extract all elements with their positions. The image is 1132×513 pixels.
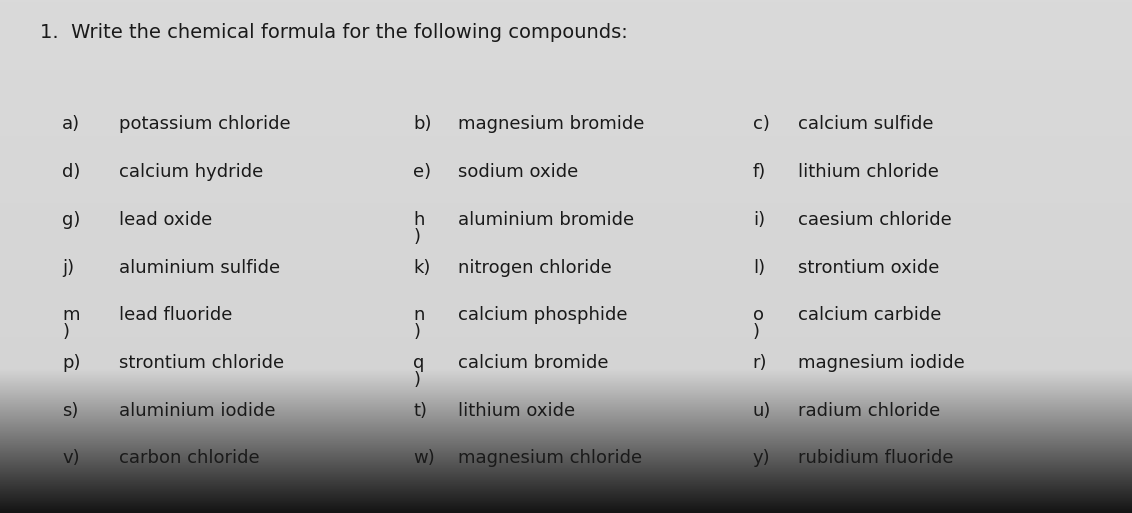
Text: magnesium iodide: magnesium iodide xyxy=(798,354,964,372)
Text: j): j) xyxy=(62,259,75,277)
Text: u): u) xyxy=(753,402,771,420)
Text: ): ) xyxy=(753,323,760,341)
Text: lead oxide: lead oxide xyxy=(119,211,212,229)
Text: calcium carbide: calcium carbide xyxy=(798,306,942,324)
Text: rubidium fluoride: rubidium fluoride xyxy=(798,449,953,467)
Text: n: n xyxy=(413,306,424,324)
Text: l): l) xyxy=(753,259,765,277)
Text: nitrogen chloride: nitrogen chloride xyxy=(458,259,612,277)
Text: lithium chloride: lithium chloride xyxy=(798,163,938,181)
Text: magnesium bromide: magnesium bromide xyxy=(458,115,645,133)
Text: f): f) xyxy=(753,163,766,181)
Text: p): p) xyxy=(62,354,80,372)
Text: h: h xyxy=(413,211,424,229)
Text: carbon chloride: carbon chloride xyxy=(119,449,259,467)
Text: lithium oxide: lithium oxide xyxy=(458,402,575,420)
Text: caesium chloride: caesium chloride xyxy=(798,211,952,229)
Text: magnesium chloride: magnesium chloride xyxy=(458,449,643,467)
Text: calcium hydride: calcium hydride xyxy=(119,163,263,181)
Text: d): d) xyxy=(62,163,80,181)
Text: v): v) xyxy=(62,449,80,467)
Text: g): g) xyxy=(62,211,80,229)
Text: aluminium iodide: aluminium iodide xyxy=(119,402,275,420)
Text: 1.  Write the chemical formula for the following compounds:: 1. Write the chemical formula for the fo… xyxy=(40,23,627,42)
Text: c): c) xyxy=(753,115,770,133)
Text: m: m xyxy=(62,306,79,324)
Text: s): s) xyxy=(62,402,78,420)
Text: q: q xyxy=(413,354,424,372)
Text: aluminium sulfide: aluminium sulfide xyxy=(119,259,280,277)
Text: strontium chloride: strontium chloride xyxy=(119,354,284,372)
Text: k): k) xyxy=(413,259,430,277)
Text: a): a) xyxy=(62,115,80,133)
Text: calcium bromide: calcium bromide xyxy=(458,354,609,372)
Text: r): r) xyxy=(753,354,767,372)
Text: aluminium bromide: aluminium bromide xyxy=(458,211,635,229)
Text: b): b) xyxy=(413,115,431,133)
Text: ): ) xyxy=(62,323,69,341)
Text: o: o xyxy=(753,306,764,324)
Text: w): w) xyxy=(413,449,435,467)
Text: strontium oxide: strontium oxide xyxy=(798,259,940,277)
Text: lead fluoride: lead fluoride xyxy=(119,306,232,324)
Text: ): ) xyxy=(413,228,420,246)
Text: e): e) xyxy=(413,163,431,181)
Text: sodium oxide: sodium oxide xyxy=(458,163,578,181)
Text: calcium sulfide: calcium sulfide xyxy=(798,115,934,133)
Text: ): ) xyxy=(413,371,420,389)
Text: t): t) xyxy=(413,402,427,420)
Text: i): i) xyxy=(753,211,765,229)
Text: y): y) xyxy=(753,449,771,467)
Text: calcium phosphide: calcium phosphide xyxy=(458,306,628,324)
Text: potassium chloride: potassium chloride xyxy=(119,115,291,133)
Text: ): ) xyxy=(413,323,420,341)
Text: radium chloride: radium chloride xyxy=(798,402,941,420)
